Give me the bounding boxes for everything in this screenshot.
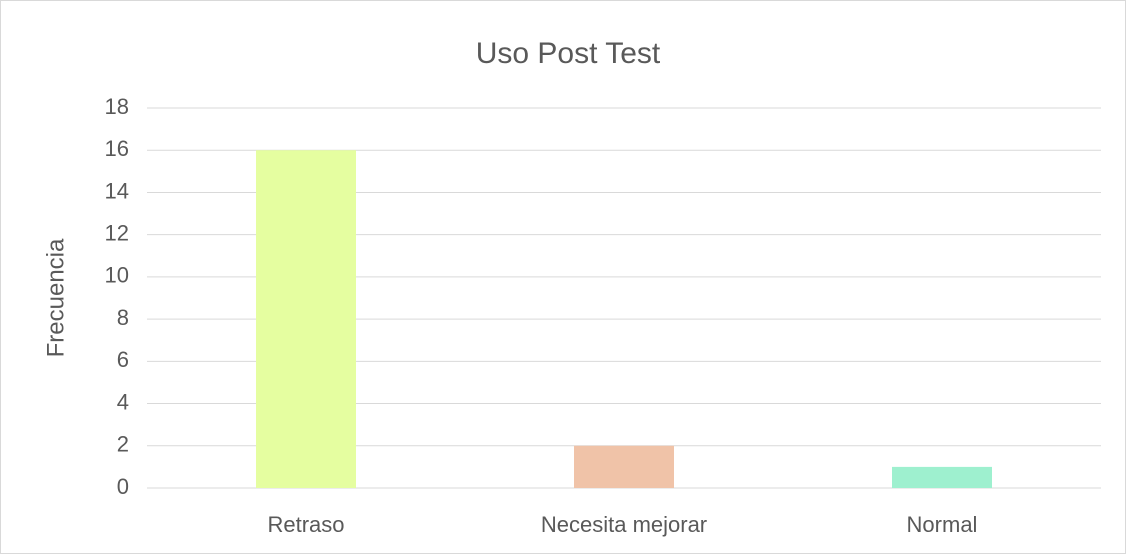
y-tick-label: 2 bbox=[117, 432, 129, 457]
y-tick-label: 14 bbox=[105, 178, 129, 203]
y-tick-label: 4 bbox=[117, 389, 129, 414]
chart-title: Uso Post Test bbox=[476, 37, 661, 70]
y-tick-label: 18 bbox=[105, 94, 129, 119]
bar bbox=[574, 445, 674, 488]
y-tick-label: 6 bbox=[117, 347, 129, 372]
y-tick-label: 16 bbox=[105, 136, 129, 161]
y-tick-label: 12 bbox=[105, 220, 129, 245]
x-tick-label: Retraso bbox=[267, 512, 344, 537]
y-axis-label: Frecuencia bbox=[42, 238, 69, 357]
y-tick-label: 8 bbox=[117, 305, 129, 330]
x-tick-label: Necesita mejorar bbox=[541, 512, 707, 537]
bar bbox=[256, 150, 356, 488]
bar bbox=[892, 466, 992, 488]
x-tick-label: Normal bbox=[907, 512, 978, 537]
y-tick-label: 0 bbox=[117, 474, 129, 499]
y-tick-label: 10 bbox=[105, 263, 129, 288]
